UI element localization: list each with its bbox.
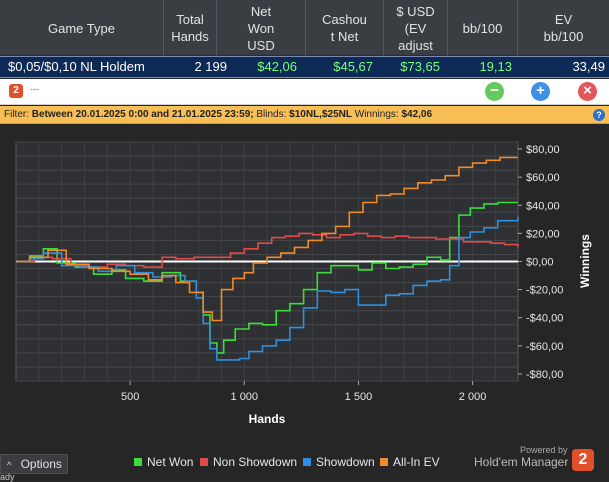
graph-toolbar: 2 --- − + × xyxy=(0,79,609,105)
x-tick-labels: 500 1 000 1 500 2 000 xyxy=(121,381,486,403)
x-axis-label: Hands xyxy=(249,412,286,426)
legend-label: Net Won xyxy=(147,455,194,469)
filter-date-range: Between 20.01.2025 0:00 and 21.01.2025 2… xyxy=(31,109,254,120)
legend-swatch xyxy=(303,458,311,466)
brand-logo-icon: 2 xyxy=(572,449,594,471)
header-bb100[interactable]: bb/100 xyxy=(448,0,518,56)
chevron-up-icon: ^ xyxy=(7,460,12,470)
toolbar-text: --- xyxy=(30,84,39,94)
series-line-showdown xyxy=(16,216,519,361)
y-tick-label: $40,00 xyxy=(526,200,560,212)
y-tick-label: $80,00 xyxy=(526,144,560,156)
header-cashout-net[interactable]: Cashou t Net xyxy=(306,0,384,56)
cell-total-hands: 2 199 xyxy=(194,59,227,74)
powered-by-text: Powered by xyxy=(520,445,568,455)
header-ev-bb100[interactable]: EV bb/100 xyxy=(543,12,584,44)
legend-non-showdown[interactable]: Non Showdown xyxy=(200,455,297,469)
cell-net-won: $42,06 xyxy=(257,59,297,74)
legend-showdown[interactable]: Showdown xyxy=(303,455,375,469)
filter-prefix: Filter: xyxy=(4,109,32,120)
y-tick-label: -$40,00 xyxy=(526,313,563,325)
cell-bb100: 19,13 xyxy=(479,59,512,74)
y-axis-label: Winnings xyxy=(578,234,592,288)
header-ev-adjusted[interactable]: $ USD (EV adjust xyxy=(384,0,448,56)
legend-swatch xyxy=(134,458,142,466)
series-line-non-showdown xyxy=(16,232,519,268)
header-net-won[interactable]: Net Won USD xyxy=(217,0,306,56)
brand-name: Hold'em Manager xyxy=(474,455,569,469)
header-total-hands[interactable]: Total Hands xyxy=(164,0,217,56)
legend-net-won[interactable]: Net Won xyxy=(134,455,193,469)
hm-logo-icon: 2 xyxy=(9,84,23,98)
cell-cashout-net: $45,67 xyxy=(333,59,373,74)
legend-label: Showdown xyxy=(316,455,375,469)
filter-winnings-value: $42,06 xyxy=(401,109,433,120)
cell-game-type: $0,05/$0,10 NL Holdem xyxy=(8,59,145,74)
y-tick-label: -$20,00 xyxy=(526,285,563,297)
y-tick-label: $20,00 xyxy=(526,228,560,240)
y-tick-label: $0,00 xyxy=(526,257,554,269)
filter-winnings-label: Winnings: xyxy=(351,109,402,120)
close-button[interactable]: × xyxy=(578,82,597,101)
x-tick-label: 1 000 xyxy=(231,391,259,403)
status-text: ady xyxy=(0,472,15,482)
help-icon[interactable]: ? xyxy=(593,109,605,121)
options-label: Options xyxy=(20,457,62,471)
legend-label: Non Showdown xyxy=(213,455,298,469)
footer-bar: ^ Options Net Won Non Showdown Showdown … xyxy=(0,445,609,480)
filter-bar[interactable]: Filter: Between 20.01.2025 0:00 and 21.0… xyxy=(0,106,609,124)
x-tick-label: 500 xyxy=(121,391,139,403)
zoom-out-button[interactable]: − xyxy=(485,82,504,101)
filter-blinds-label: Blinds: xyxy=(253,109,290,120)
legend-swatch xyxy=(380,458,388,466)
y-tick-label: $60,00 xyxy=(526,172,560,184)
cell-ev-adjusted: $73,65 xyxy=(400,59,440,74)
options-button[interactable]: ^ Options xyxy=(0,454,68,474)
legend-swatch xyxy=(200,458,208,466)
header-game-type[interactable]: Game Type xyxy=(0,0,164,56)
winnings-chart: $80,00 $60,00 $40,00 $20,00 $0,00 -$20,00 -$40… xyxy=(15,141,592,426)
y-tick-labels: $80,00 $60,00 $40,00 $20,00 $0,00 -$20,00 -$40… xyxy=(518,144,563,381)
stats-table-header: Game Type Total Hands Net Won USD Cashou… xyxy=(0,0,609,56)
legend-all-in-ev[interactable]: All-In EV xyxy=(380,455,440,469)
x-tick-label: 1 500 xyxy=(345,391,373,403)
series-lines xyxy=(16,156,519,361)
series-line-all-in-ev xyxy=(16,156,518,322)
chart-container: $80,00 $60,00 $40,00 $20,00 $0,00 -$20,00 -$40… xyxy=(0,124,609,456)
x-tick-label: 2 000 xyxy=(459,391,487,403)
zoom-in-button[interactable]: + xyxy=(531,82,550,101)
table-row[interactable]: $0,05/$0,10 NL Holdem 2 199 $42,06 $45,6… xyxy=(0,56,609,78)
filter-blinds-value: $10NL,$25NL xyxy=(289,109,352,120)
legend-label: All-In EV xyxy=(393,455,440,469)
y-tick-label: -$60,00 xyxy=(526,341,563,353)
cell-ev-bb100: 33,49 xyxy=(572,59,605,74)
y-tick-label: -$80,00 xyxy=(526,369,563,381)
